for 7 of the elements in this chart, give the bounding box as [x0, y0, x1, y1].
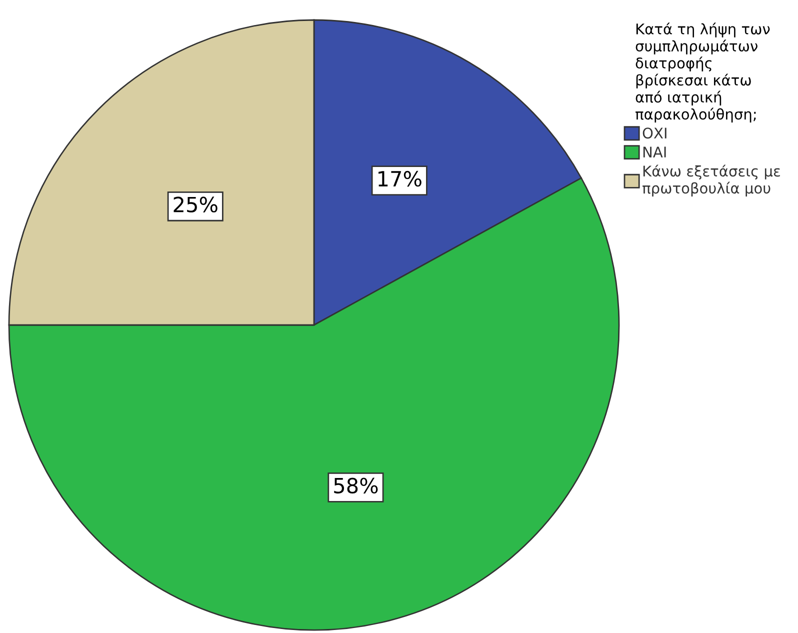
data-label: 58%	[334, 478, 378, 494]
legend-label: ΟΧΙ	[642, 128, 666, 139]
legend-label: ΝΑΙ	[643, 146, 666, 158]
data-label: 25%	[174, 196, 218, 212]
legend-label: Κάνω εξετάσεις με πρωτοβουλία μου	[642, 164, 780, 196]
data-label: 17%	[378, 170, 422, 187]
legend-title: Κατά τη λήψη των συμπληρωμάτων διατροφής βρίσκεσαι κάτω από ιατρική παρακολούθηση;	[636, 22, 770, 122]
